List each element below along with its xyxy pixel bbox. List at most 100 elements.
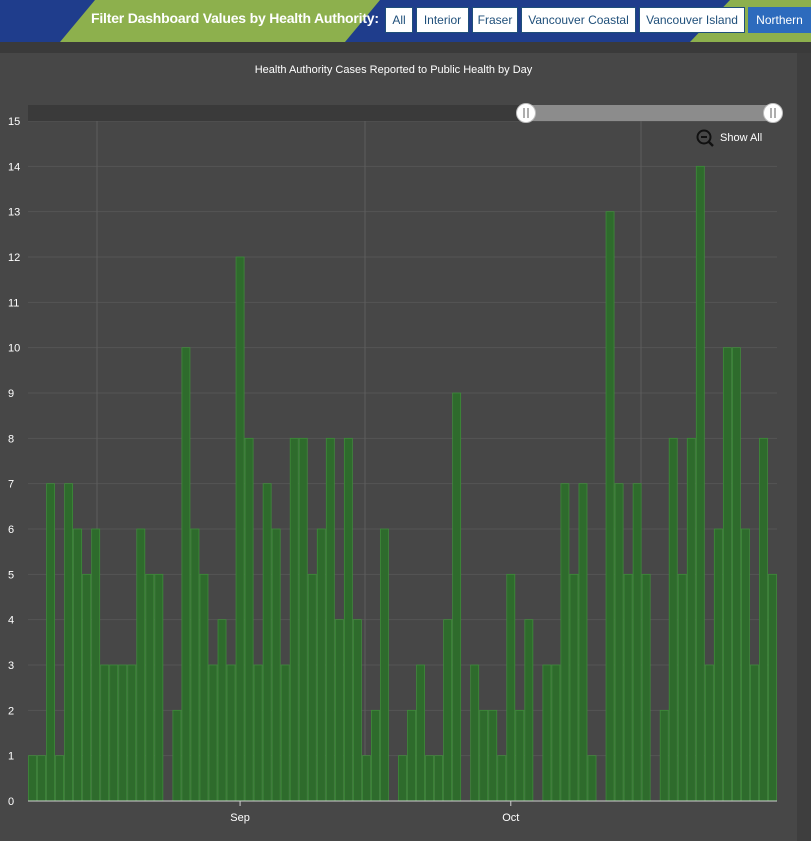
header-accent-shape: [60, 0, 380, 42]
bar[interactable]: [73, 528, 83, 802]
bar[interactable]: [46, 483, 55, 802]
y-tick-label: 5: [8, 569, 14, 581]
bar[interactable]: [605, 211, 615, 802]
bar[interactable]: [208, 664, 218, 802]
filter-button-vancouver-island[interactable]: Vancouver Island: [639, 7, 745, 33]
bar[interactable]: [560, 483, 570, 802]
filter-button-vancouver-coastal[interactable]: Vancouver Coastal: [521, 7, 636, 33]
bar[interactable]: [587, 755, 597, 802]
show-all-button[interactable]: Show All: [696, 129, 762, 147]
bar[interactable]: [623, 573, 633, 802]
bar[interactable]: [659, 709, 669, 802]
bar[interactable]: [668, 437, 678, 802]
bar[interactable]: [614, 483, 624, 802]
bar[interactable]: [750, 664, 759, 802]
bar[interactable]: [731, 347, 741, 802]
bar[interactable]: [145, 573, 155, 802]
bar[interactable]: [695, 165, 705, 802]
bar[interactable]: [280, 664, 290, 802]
bar[interactable]: [425, 755, 434, 802]
bar[interactable]: [722, 347, 732, 802]
bar[interactable]: [37, 755, 46, 802]
bar[interactable]: [551, 664, 561, 802]
filter-button-fraser[interactable]: Fraser: [472, 7, 518, 33]
bar[interactable]: [497, 755, 507, 802]
bar[interactable]: [199, 573, 209, 802]
bar[interactable]: [371, 709, 380, 802]
show-all-label: Show All: [720, 132, 763, 144]
bar[interactable]: [28, 755, 37, 802]
bar[interactable]: [677, 573, 687, 802]
bar[interactable]: [686, 437, 696, 802]
y-tick-label: 13: [8, 207, 20, 219]
bar[interactable]: [759, 437, 768, 802]
bar[interactable]: [181, 347, 191, 802]
bar[interactable]: [154, 573, 164, 802]
bar[interactable]: [172, 709, 182, 802]
bar[interactable]: [55, 755, 64, 802]
bar[interactable]: [741, 528, 750, 802]
y-tick-label: 3: [8, 660, 14, 672]
bar[interactable]: [488, 709, 498, 802]
bar[interactable]: [226, 664, 236, 802]
filter-button-northern[interactable]: Northern: [748, 7, 811, 33]
y-tick-label: 9: [8, 388, 14, 400]
bar[interactable]: [515, 709, 525, 802]
bar[interactable]: [262, 483, 272, 802]
filter-button-interior[interactable]: Interior: [416, 7, 469, 33]
bar[interactable]: [271, 528, 281, 802]
range-handle-start[interactable]: [516, 103, 536, 123]
bar[interactable]: [244, 437, 254, 802]
panel-scrollbar[interactable]: [797, 53, 811, 841]
bar[interactable]: [434, 755, 444, 802]
bar[interactable]: [136, 528, 146, 802]
bar[interactable]: [100, 664, 110, 802]
range-scrollbar-selection[interactable]: [526, 105, 773, 121]
chart-title: Health Authority Cases Reported to Publi…: [254, 64, 533, 76]
bar[interactable]: [443, 619, 453, 802]
bar[interactable]: [578, 483, 588, 802]
bar[interactable]: [190, 528, 200, 802]
bar[interactable]: [127, 664, 137, 802]
filter-label: Filter Dashboard Values by Health Author…: [91, 10, 379, 26]
bar[interactable]: [641, 573, 651, 802]
bar[interactable]: [768, 573, 777, 802]
range-handle-end[interactable]: [763, 103, 783, 123]
bar[interactable]: [307, 573, 317, 802]
bar[interactable]: [713, 528, 723, 802]
bar[interactable]: [398, 755, 407, 802]
y-tick-label: 0: [8, 796, 14, 808]
bar[interactable]: [64, 483, 74, 802]
bar[interactable]: [479, 709, 489, 802]
bar[interactable]: [235, 256, 245, 802]
bar[interactable]: [289, 437, 299, 802]
y-tick-label: 12: [8, 252, 20, 264]
bar[interactable]: [316, 528, 326, 802]
bar[interactable]: [361, 755, 371, 802]
bar[interactable]: [343, 437, 353, 802]
bar[interactable]: [542, 664, 552, 802]
bar[interactable]: [298, 437, 308, 802]
bar[interactable]: [118, 664, 128, 802]
bar[interactable]: [253, 664, 263, 802]
bar[interactable]: [334, 619, 344, 802]
bar[interactable]: [416, 664, 425, 802]
bar[interactable]: [91, 528, 101, 802]
filter-button-all[interactable]: All: [385, 7, 413, 33]
bar[interactable]: [569, 573, 579, 802]
bar[interactable]: [325, 437, 335, 802]
bar[interactable]: [506, 573, 516, 802]
bar[interactable]: [380, 528, 389, 802]
bar[interactable]: [470, 664, 480, 802]
bar[interactable]: [109, 664, 119, 802]
bar[interactable]: [524, 619, 534, 802]
bar[interactable]: [407, 709, 416, 802]
bar[interactable]: [632, 483, 642, 802]
bar[interactable]: [82, 573, 92, 802]
y-tick-label: 1: [8, 751, 14, 763]
bar[interactable]: [217, 619, 227, 802]
bar[interactable]: [352, 619, 362, 802]
bar[interactable]: [704, 664, 714, 802]
bar[interactable]: [452, 392, 462, 802]
